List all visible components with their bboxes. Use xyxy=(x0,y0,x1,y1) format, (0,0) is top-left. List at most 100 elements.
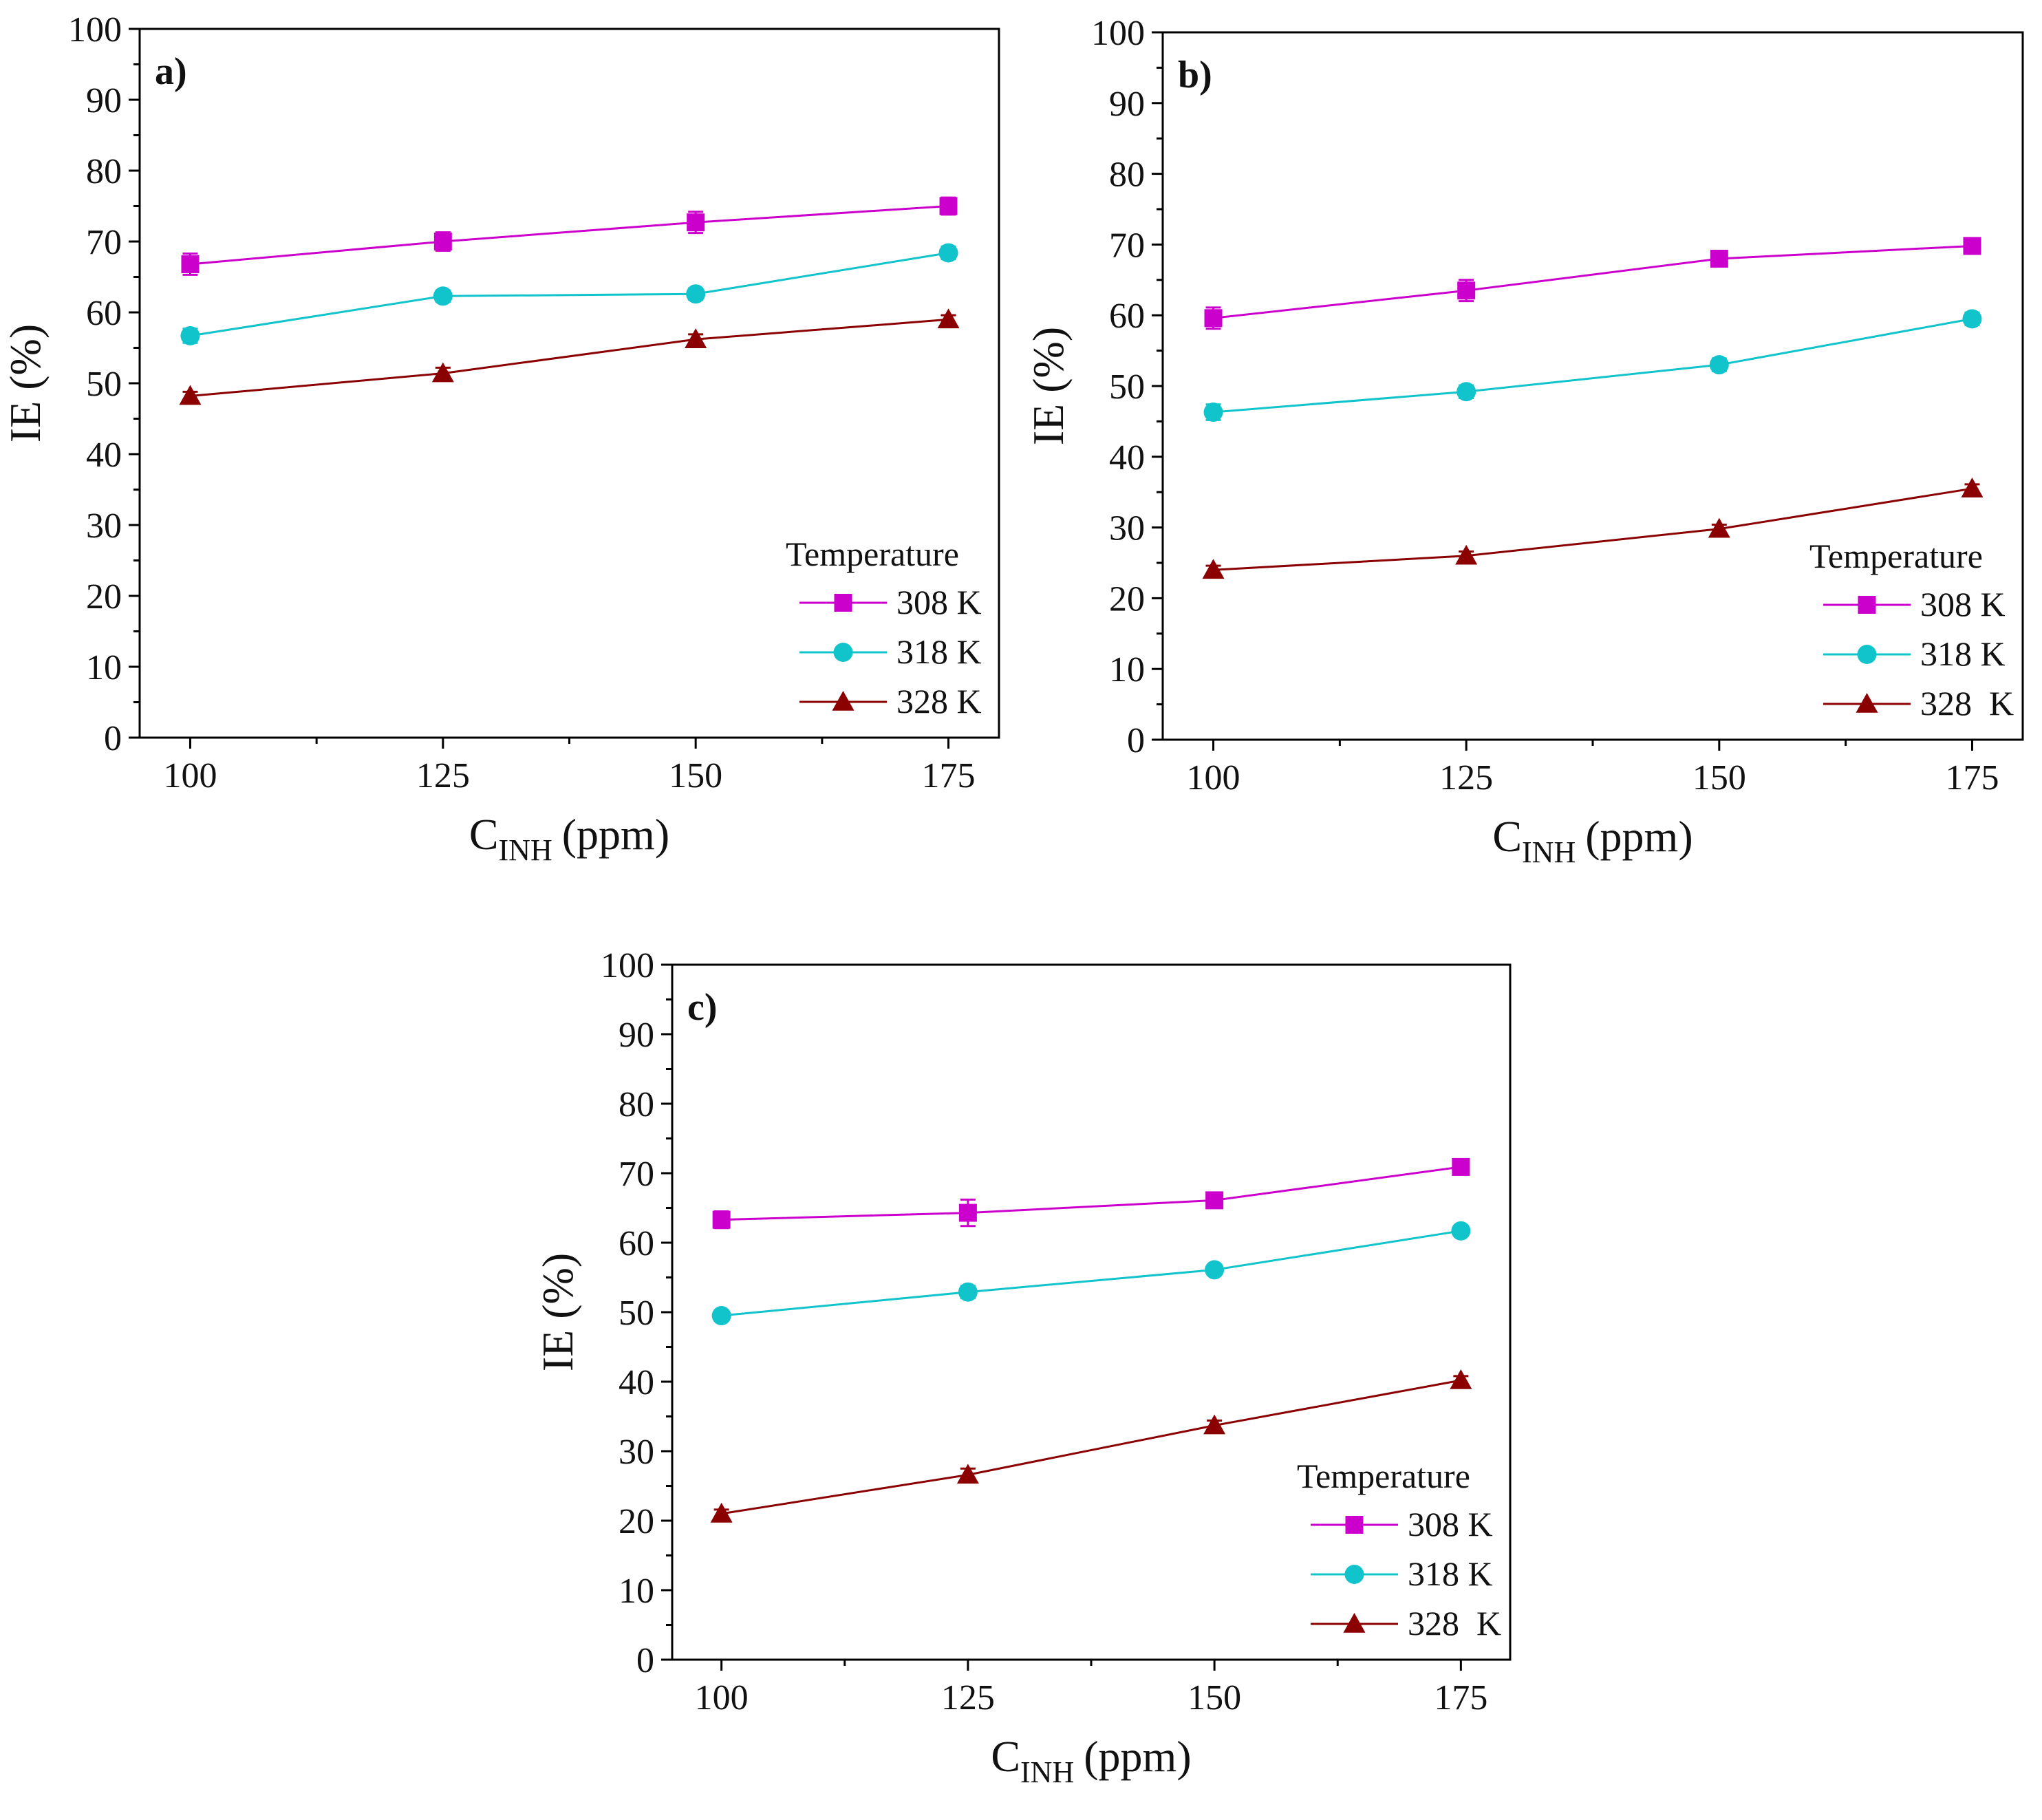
chart-panel-c: 0 10 20 30 40 50 60 70 80 90 100 100 125 150 175 CINH (p… xyxy=(533,946,1512,1789)
legend-marker xyxy=(1343,1613,1366,1633)
series-318-k xyxy=(711,1221,1471,1326)
data-point xyxy=(433,286,453,306)
y-tick-label: 70 xyxy=(86,223,122,262)
legend: Temperature 308 K 318 K 328 K xyxy=(786,535,982,720)
y-tick-label: 50 xyxy=(1109,367,1145,407)
data-point xyxy=(1961,478,1984,497)
data-point xyxy=(1451,1221,1471,1241)
y-tick-label: 30 xyxy=(1109,509,1145,548)
x-tick-label: 150 xyxy=(669,756,722,795)
legend-marker xyxy=(1857,645,1877,664)
x-axis-label-subscript: INH xyxy=(499,833,552,867)
chart-panel-a: 0 10 20 30 40 50 60 70 80 90 100 100 125 150 175 CINH (p… xyxy=(1,10,1000,867)
x-tick-label: 125 xyxy=(941,1678,995,1717)
data-point xyxy=(1202,559,1225,579)
legend-marker xyxy=(1344,1565,1364,1584)
data-point xyxy=(1205,1191,1224,1210)
data-point xyxy=(1455,544,1478,565)
y-tick-label: 10 xyxy=(1109,650,1145,689)
y-tick-label: 60 xyxy=(86,294,122,333)
series-308-k xyxy=(1204,237,1981,330)
x-axis-label: CINH (ppm) xyxy=(1492,812,1692,869)
legend-label: 328 K xyxy=(1920,684,2014,722)
plot-frame xyxy=(138,28,1000,739)
series-line xyxy=(721,1166,1461,1221)
legend-label: 308 K xyxy=(1920,585,2006,623)
data-point xyxy=(179,385,202,405)
chart-panel-b: 0 10 20 30 40 50 60 70 80 90 100 100 125 150 175 CINH (p… xyxy=(1024,14,2024,869)
legend-label: 328 K xyxy=(1408,1604,1501,1642)
y-tick-label: 10 xyxy=(86,648,122,687)
y-tick-label: 20 xyxy=(619,1502,654,1541)
series-line xyxy=(721,1379,1461,1515)
data-point xyxy=(1710,249,1728,268)
x-axis-label: CINH (ppm) xyxy=(469,810,669,867)
x-tick-label: 175 xyxy=(922,756,976,795)
y-tick-label: 60 xyxy=(1109,297,1145,336)
x-tick-label: 100 xyxy=(1187,758,1240,797)
x-axis-label-main: C xyxy=(991,1732,1020,1781)
data-point xyxy=(1963,237,1981,255)
series-line xyxy=(1213,244,1973,319)
series-line xyxy=(721,1230,1461,1317)
y-tick-label: 90 xyxy=(1109,85,1145,124)
plot-frame xyxy=(1161,31,2024,741)
series-line xyxy=(190,205,949,266)
data-point xyxy=(958,1203,977,1222)
y-tick-label: 20 xyxy=(1109,579,1145,619)
data-point xyxy=(1962,309,1982,329)
legend-label: 318 K xyxy=(896,632,982,671)
y-tick-label: 100 xyxy=(68,10,122,50)
y-tick-label: 70 xyxy=(619,1155,654,1194)
y-tick-label: 50 xyxy=(86,365,122,404)
data-point xyxy=(433,233,452,250)
panel-label: a) xyxy=(155,50,187,93)
x-tick-label: 175 xyxy=(1434,1678,1487,1717)
legend-marker xyxy=(1345,1516,1364,1534)
data-point xyxy=(958,1282,978,1302)
y-tick-label: 80 xyxy=(86,152,122,191)
legend-title: Temperature xyxy=(1809,537,1983,575)
data-point xyxy=(1708,517,1730,538)
data-point xyxy=(710,1502,733,1523)
x-tick-label: 100 xyxy=(163,756,217,795)
series-328-k xyxy=(1202,478,1984,579)
series-line xyxy=(1213,487,1973,571)
legend-marker xyxy=(834,594,852,612)
data-point xyxy=(1457,382,1476,402)
data-point xyxy=(1203,1414,1226,1435)
x-tick-label: 100 xyxy=(695,1678,749,1717)
x-axis-label-main: C xyxy=(1492,812,1522,861)
y-tick-label: 80 xyxy=(619,1085,654,1124)
plot-frame xyxy=(671,963,1512,1661)
legend: Temperature 308 K 318 K 328 K xyxy=(1809,537,2014,722)
y-tick-label: 40 xyxy=(619,1363,654,1402)
legend-marker xyxy=(833,643,853,662)
data-point xyxy=(685,328,707,348)
legend-title: Temperature xyxy=(786,535,959,573)
x-axis-label-unit: (ppm) xyxy=(1084,1732,1191,1781)
x-tick-label: 150 xyxy=(1187,1678,1241,1717)
data-point xyxy=(431,362,454,383)
y-tick-label: 50 xyxy=(619,1294,654,1333)
x-axis-label-subscript: INH xyxy=(1020,1755,1074,1789)
y-tick-label: 70 xyxy=(1109,226,1145,265)
data-point xyxy=(1709,355,1729,375)
legend-label: 308 K xyxy=(1408,1505,1493,1543)
x-axis-label-main: C xyxy=(469,810,499,859)
data-point xyxy=(686,284,706,304)
x-axis-label-unit: (ppm) xyxy=(562,810,669,859)
legend-marker xyxy=(832,691,855,711)
data-point xyxy=(711,1306,731,1326)
legend-title: Temperature xyxy=(1297,1457,1470,1495)
legend-label: 318 K xyxy=(1920,634,2006,673)
data-point xyxy=(181,255,200,273)
x-tick-label: 125 xyxy=(1439,758,1493,797)
y-tick-label: 20 xyxy=(86,577,122,617)
y-tick-label: 30 xyxy=(86,506,122,546)
series-328-k xyxy=(710,1369,1472,1523)
x-tick-label: 175 xyxy=(1945,758,1999,797)
y-tick-label: 40 xyxy=(86,436,122,475)
x-tick-label: 150 xyxy=(1692,758,1746,797)
